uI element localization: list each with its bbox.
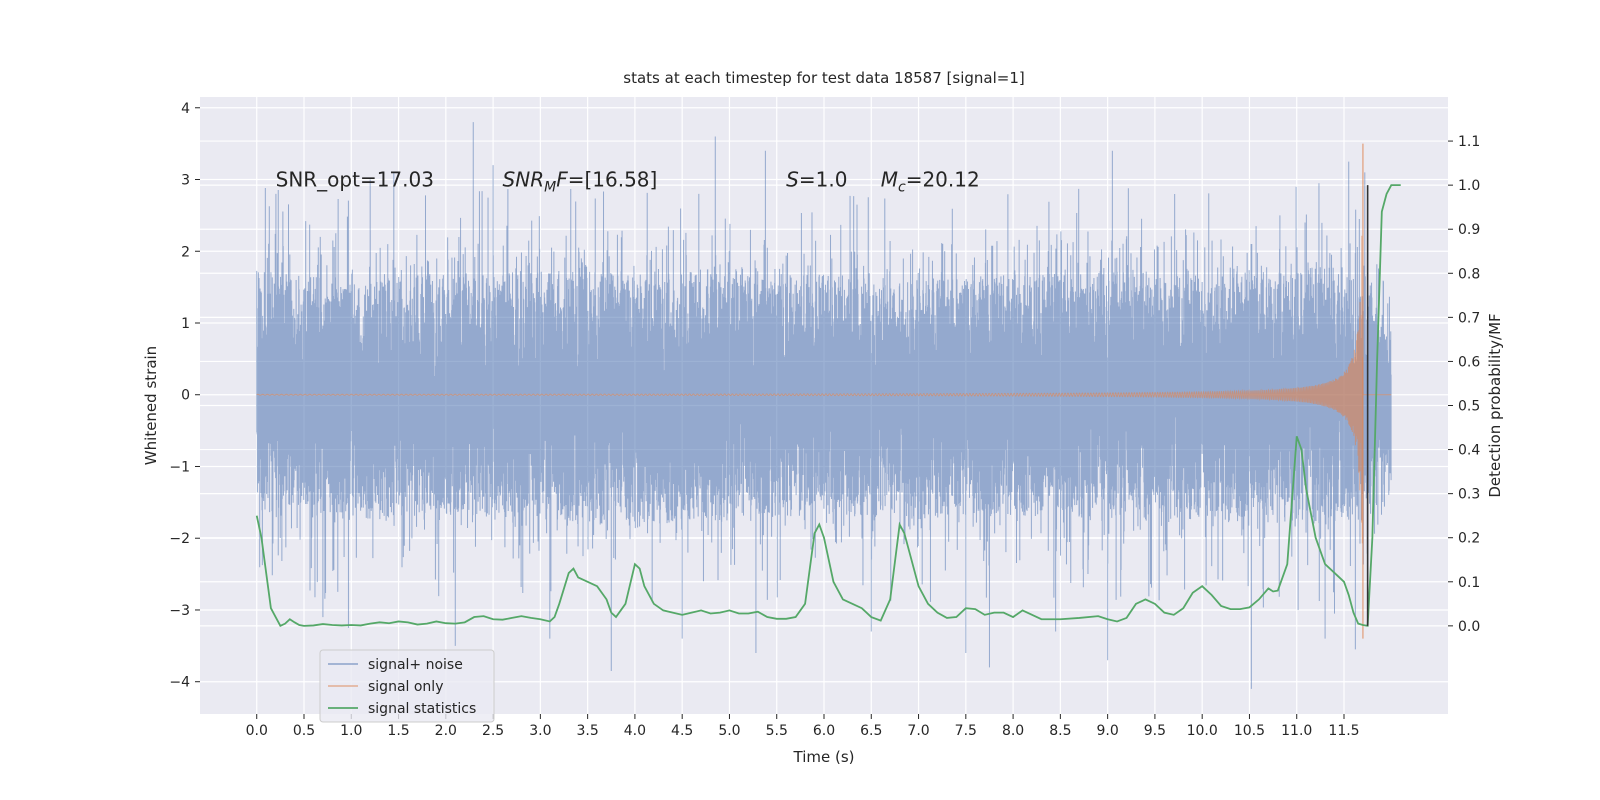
annotation-snr-mf-rest: =[16.58] [568,168,658,192]
x-tick-label-10: 5.0 [718,723,740,739]
x-tick-label-13: 6.5 [860,723,882,739]
annotation-mc: Mc=20.12 [881,168,980,196]
annotation-mc-base: M [881,168,898,192]
y-axis-label-left: Whitened strain [142,346,160,465]
y-right-tick-label-10: 1.0 [1458,178,1480,194]
y-right-tick-label-9: 0.9 [1458,222,1480,238]
y-right-tick-label-0: 0.0 [1458,619,1480,635]
x-tick-label-18: 9.0 [1097,723,1119,739]
x-tick-label-5: 2.5 [482,723,504,739]
legend-label-signal-plus-noise: signal+ noise [368,657,463,673]
y-right-tick-label-3: 0.3 [1458,487,1480,503]
x-tick-label-15: 7.5 [955,723,977,739]
annotation-snr-mf-sub: M [544,180,556,196]
annotation-snr-opt: SNR_opt=17.03 [276,168,434,192]
y-right-tick-label-11: 1.1 [1458,134,1480,150]
annotation-snr-mf-base: SNR [503,168,545,192]
x-tick-label-1: 0.5 [293,723,315,739]
x-tick-label-9: 4.5 [671,723,693,739]
y-right-tick-label-8: 0.8 [1458,266,1480,282]
y-tick-label-2: −2 [169,531,190,547]
x-tick-label-11: 5.5 [766,723,788,739]
y-right-tick-label-1: 0.1 [1458,575,1480,591]
x-tick-label-20: 10.0 [1187,723,1218,739]
y-tick-label-3: −1 [169,459,190,475]
series-signal-only [256,143,1392,639]
series-signal-statistics [255,184,1401,628]
y-tick-label-6: 2 [181,244,190,260]
x-tick-label-14: 7.0 [907,723,929,739]
legend: signal+ noise signal only signal statist… [319,649,495,723]
y-tick-label-1: −3 [169,603,190,619]
x-tick-label-23: 11.5 [1328,723,1359,739]
x-tick-label-22: 11.0 [1281,723,1312,739]
x-tick-label-0: 0.0 [246,723,268,739]
x-tick-label-21: 10.5 [1234,723,1265,739]
plot-area [200,97,1448,714]
x-tick-label-19: 9.5 [1144,723,1166,739]
x-tick-label-16: 8.0 [1002,723,1024,739]
annotation-snr-mf: SNRMF=[16.58] [503,168,658,196]
series-signal-only-trace [256,235,1392,544]
y-right-tick-label-2: 0.2 [1458,531,1480,547]
y-axis-ticks-left: −4 −3 −2 −1 0 1 2 3 4 [169,101,200,691]
y-axis-ticks-right: 0.0 0.1 0.2 0.3 0.4 0.5 0.6 0.7 0.8 0.9 1.0 1.1 [1448,134,1480,635]
series-signal-statistics-line [255,184,1401,628]
x-tick-label-12: 6.0 [813,723,835,739]
x-tick-label-6: 3.0 [529,723,551,739]
legend-label-signal-statistics: signal statistics [368,701,476,717]
annotation-mc-rest: =20.12 [906,168,980,192]
legend-label-signal-only: signal only [368,679,443,695]
x-axis-ticks: 0.0 0.5 1.0 1.5 2.0 2.5 3.0 3.5 4.0 4.5 5.0 5.5 6.0 6… [246,714,1360,739]
y-tick-label-0: −4 [169,675,190,691]
y-right-tick-label-7: 0.7 [1458,310,1480,326]
x-tick-label-8: 4.0 [624,723,646,739]
y-tick-label-4: 0 [181,388,190,404]
annotation-mc-sub: c [898,180,906,196]
series-signal-plus-noise [256,122,1392,689]
legend-item-signal-statistics: signal statistics [328,701,476,717]
x-tick-label-3: 1.5 [387,723,409,739]
y-right-tick-label-4: 0.4 [1458,443,1480,459]
x-tick-label-2: 1.0 [340,723,362,739]
annotation-s: S=1.0 [786,168,847,192]
series-signal-plus-noise-trace [256,122,1392,689]
annotation-snr-opt-text: SNR_opt=17.03 [276,168,434,192]
legend-item-signal-plus-noise: signal+ noise [328,657,463,673]
x-axis-label: Time (s) [793,748,855,766]
annotation-s-rest: =1.0 [799,168,848,192]
legend-item-signal-only: signal only [328,679,443,695]
x-tick-label-4: 2.0 [435,723,457,739]
chart-title: stats at each timestep for test data 185… [623,69,1024,87]
annotation-s-base: S [786,168,799,192]
y-right-tick-label-6: 0.6 [1458,354,1480,370]
y-right-tick-label-5: 0.5 [1458,399,1480,415]
annotation-snr-mf-f: F [556,168,568,192]
legend-box [319,649,495,723]
x-tick-label-17: 8.5 [1049,723,1071,739]
y-tick-label-5: 1 [181,316,190,332]
y-tick-label-8: 4 [181,101,190,117]
y-tick-label-7: 3 [181,173,190,189]
x-tick-label-7: 3.5 [577,723,599,739]
y-axis-label-right: Detection probability/MF [1486,313,1504,497]
annotations: SNR_opt=17.03 SNRMF=[16.58] S=1.0 Mc=20.… [276,168,980,196]
